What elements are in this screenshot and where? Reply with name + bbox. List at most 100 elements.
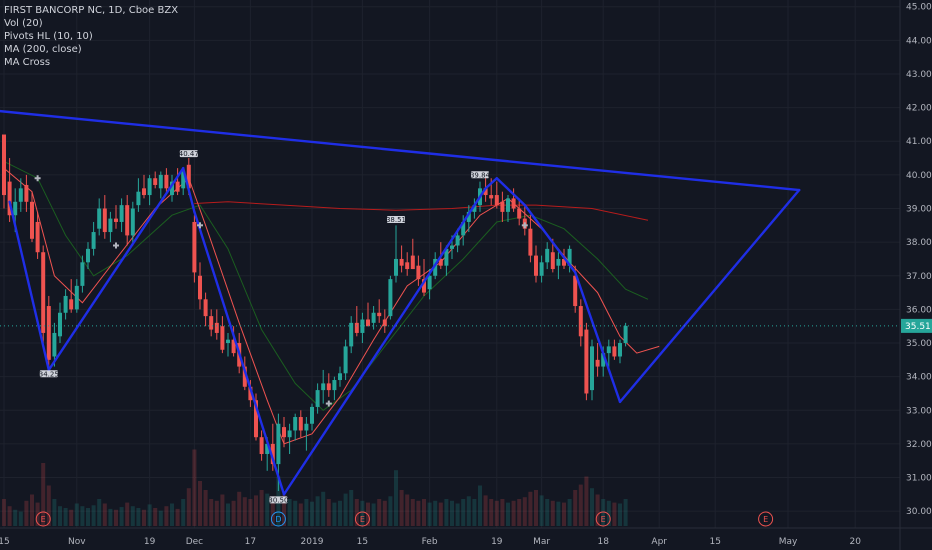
candle-body — [186, 164, 191, 189]
candle — [91, 221, 96, 256]
candle-body — [371, 312, 376, 323]
candle-body — [595, 359, 600, 367]
indicator-ma200[interactable]: MA (200, close) — [4, 44, 82, 55]
candle — [506, 195, 510, 222]
volume-bar — [270, 496, 275, 526]
cross-marker — [113, 242, 119, 249]
candle-body — [556, 258, 561, 266]
pivot-label: 38.51 — [386, 215, 406, 224]
candle — [58, 302, 62, 344]
candle — [545, 242, 550, 270]
candle-body — [198, 275, 202, 300]
time-tick-label: 18 — [597, 537, 609, 547]
candle — [30, 191, 34, 243]
volume-bar — [254, 495, 258, 526]
price-tick-label: 44.00 — [906, 36, 932, 46]
candle — [74, 279, 79, 313]
time-tick-label: 15 — [709, 537, 720, 547]
volume-bar — [18, 511, 23, 526]
volume-bar — [343, 493, 348, 526]
candle — [125, 195, 130, 246]
price-tick-label: 39.00 — [906, 205, 932, 215]
volume-bar — [326, 499, 331, 526]
indicator-pivots[interactable]: Pivots HL (10, 10) — [4, 31, 93, 42]
candle-body — [192, 221, 197, 273]
indicator-volume[interactable]: Vol (20) — [4, 18, 43, 29]
candle-body — [136, 191, 141, 206]
candle-body — [349, 322, 354, 347]
volume-bar — [623, 499, 628, 526]
volume-bar — [220, 494, 225, 526]
candle — [298, 410, 303, 438]
time-tick-label: Apr — [651, 537, 667, 547]
last-price-badge — [901, 318, 932, 333]
candle — [405, 252, 410, 276]
candle-body — [2, 134, 6, 196]
volume-bar — [142, 509, 146, 526]
candle — [114, 205, 118, 229]
volume-bar — [315, 496, 320, 526]
candle-body — [590, 346, 594, 391]
ma200-line — [194, 201, 649, 221]
price-tick-label: 31.00 — [906, 474, 932, 484]
cross-marker — [197, 222, 203, 229]
candle — [287, 423, 292, 455]
pivot-label-text: 38.51 — [386, 216, 406, 224]
indicator-ma-cross[interactable]: MA Cross — [4, 57, 51, 68]
volume-bar — [590, 488, 594, 526]
volume-bar — [567, 499, 572, 526]
volume-bar — [388, 496, 393, 526]
candle — [522, 205, 527, 236]
candle — [388, 275, 393, 320]
pivot-label: 34.25 — [39, 370, 59, 378]
marker-circle — [35, 511, 51, 527]
candle — [102, 195, 107, 239]
candle — [354, 306, 359, 337]
trendline — [193, 210, 286, 496]
volume-bar — [136, 508, 141, 526]
time-tick-label: Mar — [533, 537, 550, 547]
pivot-label: 40.47 — [179, 150, 199, 158]
pivot-label-text: 34.25 — [39, 370, 59, 378]
candle — [231, 326, 236, 357]
volume-bar — [114, 509, 118, 526]
pivot-label-text: 30.50 — [268, 496, 288, 504]
cross-marker — [34, 175, 41, 182]
volume-bar — [259, 490, 264, 526]
candle-body — [410, 255, 415, 270]
candle-body — [332, 380, 337, 391]
candle-body — [578, 306, 583, 337]
candle-body — [30, 201, 34, 239]
candle — [321, 369, 326, 404]
candle-body — [494, 195, 499, 206]
candle — [142, 174, 146, 199]
volume-bar — [338, 500, 342, 526]
volume-bar — [573, 490, 578, 526]
candle-body — [377, 312, 382, 317]
candle-body — [158, 174, 163, 189]
candle — [315, 383, 320, 414]
candle — [293, 413, 298, 441]
volume-bar — [237, 491, 242, 526]
candle — [192, 215, 197, 283]
price-tick-label: 41.00 — [906, 137, 932, 147]
volume-bar — [394, 470, 398, 526]
time-tick-label: May — [779, 537, 798, 547]
volume-bar — [472, 499, 477, 526]
candle — [618, 339, 622, 364]
candle-body — [35, 221, 40, 253]
earnings-marker: E — [595, 511, 611, 527]
candle-body — [545, 248, 550, 263]
volume-bar — [489, 499, 494, 526]
volume-bar — [41, 463, 46, 526]
candle-body — [461, 221, 466, 236]
volume-bar — [349, 490, 354, 526]
candle — [97, 198, 102, 236]
symbol-title[interactable]: FIRST BANCORP NC, 1D, Cboe BZX — [4, 5, 179, 16]
candle-body — [108, 218, 113, 233]
marker-circle — [354, 511, 370, 527]
candle-body — [500, 201, 505, 212]
candle-body — [534, 255, 538, 276]
